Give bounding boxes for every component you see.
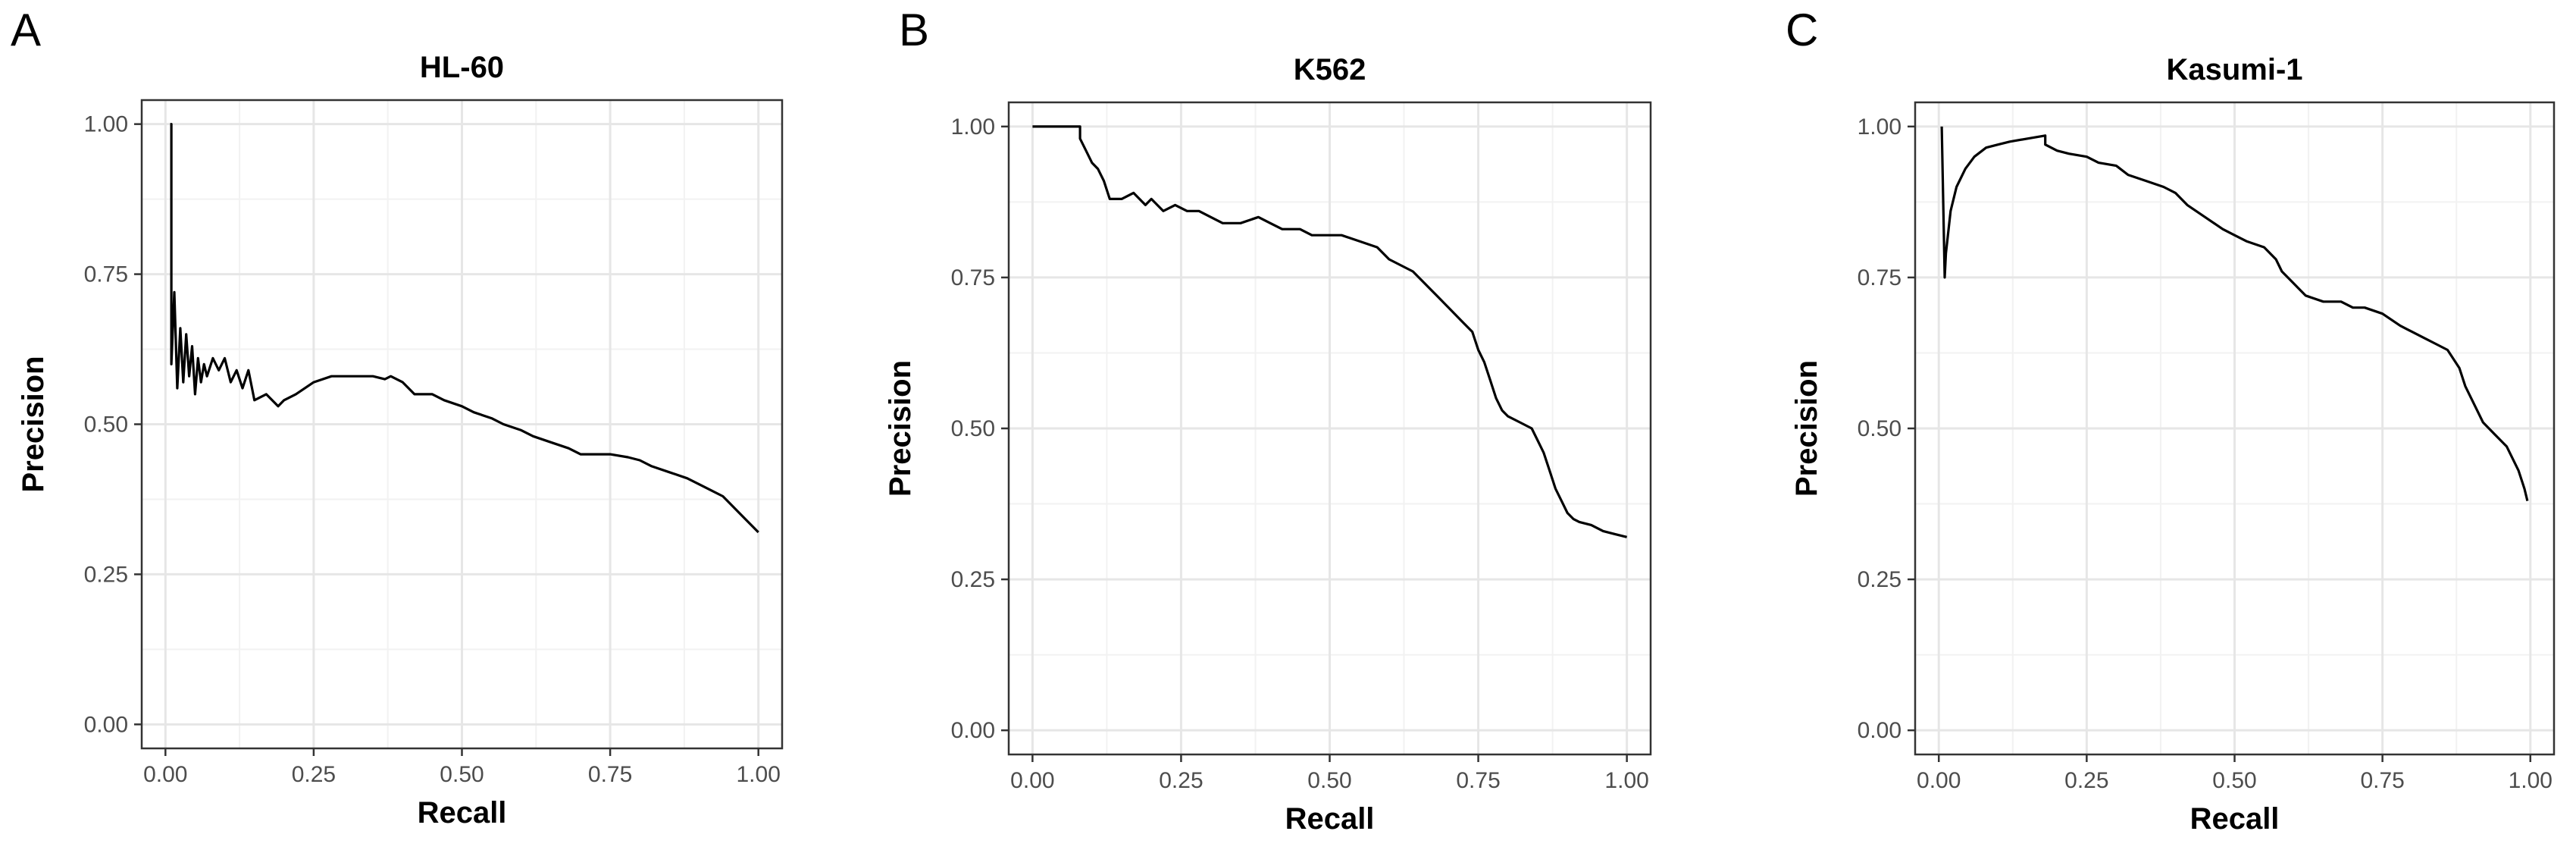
y-tick-label: 0.00 xyxy=(1858,718,1901,743)
y-tick-label: 0.50 xyxy=(951,416,995,441)
x-tick-label: 1.00 xyxy=(737,762,781,787)
y-tick-label: 0.25 xyxy=(1858,567,1901,592)
panel-letter-a: A xyxy=(11,5,42,55)
x-tick-label: 0.50 xyxy=(1307,768,1351,793)
y-tick-label: 0.00 xyxy=(84,712,128,737)
chart-title: Kasumi-1 xyxy=(2166,53,2302,86)
x-axis-label: Recall xyxy=(418,796,507,830)
chart-title: K562 xyxy=(1294,53,1366,86)
y-tick-label: 0.75 xyxy=(951,265,995,290)
pr-curve-line xyxy=(170,123,759,534)
x-tick-label: 0.50 xyxy=(440,762,484,787)
x-tick-label: 0.00 xyxy=(1010,768,1054,793)
x-tick-label: 0.75 xyxy=(1456,768,1500,793)
pr-curve-line xyxy=(1940,126,2529,501)
chart-title: HL-60 xyxy=(420,51,504,84)
y-tick-label: 0.25 xyxy=(84,562,128,587)
y-tick-label: 0.75 xyxy=(84,262,128,287)
y-tick-label: 0.00 xyxy=(951,718,995,743)
y-tick-label: 0.25 xyxy=(951,567,995,592)
x-tick-label: 0.50 xyxy=(2212,768,2256,793)
y-axis-label: Precision xyxy=(1790,360,1823,497)
x-tick-label: 0.25 xyxy=(292,762,336,787)
x-tick-label: 0.75 xyxy=(588,762,632,787)
x-tick-label: 1.00 xyxy=(1604,768,1648,793)
y-tick-label: 1.00 xyxy=(951,114,995,140)
y-tick-label: 0.75 xyxy=(1858,265,1901,290)
y-axis-label: Precision xyxy=(17,356,50,492)
panel-letter-c: C xyxy=(1786,5,1819,55)
x-tick-label: 0.25 xyxy=(1159,768,1203,793)
x-axis-label: Recall xyxy=(2190,802,2280,836)
x-tick-label: 0.00 xyxy=(1917,768,1961,793)
y-tick-label: 1.00 xyxy=(84,112,128,137)
y-tick-label: 1.00 xyxy=(1858,114,1901,140)
x-tick-label: 0.00 xyxy=(143,762,187,787)
x-tick-label: 0.75 xyxy=(2360,768,2404,793)
x-tick-label: 0.25 xyxy=(2064,768,2108,793)
panel-letter-b: B xyxy=(899,5,930,55)
y-tick-label: 0.50 xyxy=(1858,416,1901,441)
x-axis-label: Recall xyxy=(1285,802,1375,836)
y-tick-label: 0.50 xyxy=(84,412,128,438)
pr-curve-line xyxy=(1032,125,1627,538)
y-axis-label: Precision xyxy=(884,360,917,497)
x-tick-label: 1.00 xyxy=(2509,768,2553,793)
